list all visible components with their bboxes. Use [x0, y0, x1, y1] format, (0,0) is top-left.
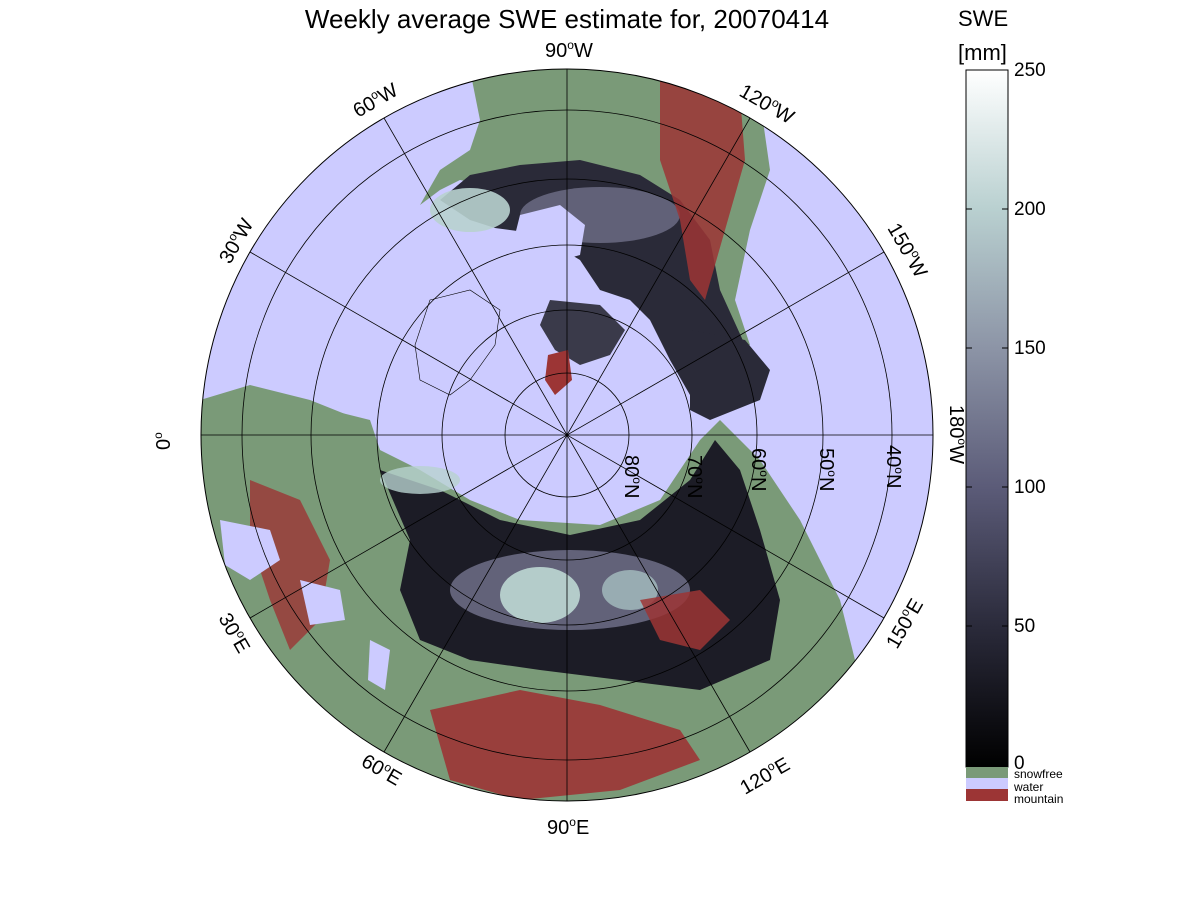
greenland	[414, 289, 501, 396]
lon-label-120e: 120oE	[736, 752, 794, 799]
lon-label-0: 0o	[151, 432, 175, 450]
colorbar-tick-100: 100	[1014, 477, 1046, 498]
lon-label-180w: 180oW	[945, 405, 969, 464]
lat-label-70n: 70oN	[683, 455, 707, 498]
colorbar-tick-250: 250	[1014, 60, 1046, 81]
legend-label-water: water	[1014, 780, 1044, 794]
colorbar-tick-200: 200	[1014, 199, 1046, 220]
colorbar-gradient	[965, 69, 1009, 768]
colorbar-tick-50: 50	[1014, 616, 1036, 637]
lon-label-90w: 90oW	[545, 38, 593, 62]
colorbar-title-unit: [mm]	[958, 40, 1007, 65]
colorbar	[965, 69, 1009, 801]
legend-swatch-water	[966, 778, 1008, 789]
lat-label-40n: 40oN	[882, 445, 906, 488]
colorbar-title-swe: SWE	[958, 6, 1009, 31]
legend-label-mountain: mountain	[1014, 792, 1064, 806]
lat-label-80n: 80oN	[620, 455, 644, 498]
colorbar-tick-0: 0	[1014, 753, 1025, 774]
map-disc	[201, 69, 933, 801]
map-title: Weekly average SWE estimate for, 2007041…	[304, 4, 830, 34]
latitude-labels: 80oN 70oN 60oN 50oN 40oN	[620, 445, 906, 498]
lat-label-60n: 60oN	[747, 448, 771, 491]
legend-swatch-snowfree	[966, 767, 1008, 778]
legend-swatch-mountain	[966, 789, 1008, 801]
colorbar-tick-150: 150	[1014, 338, 1046, 359]
lat-label-50n: 50oN	[815, 448, 839, 491]
legend-label-snowfree: snowfree	[1014, 767, 1063, 781]
lon-label-90e: 90oE	[547, 815, 589, 839]
graticule	[200, 68, 934, 802]
